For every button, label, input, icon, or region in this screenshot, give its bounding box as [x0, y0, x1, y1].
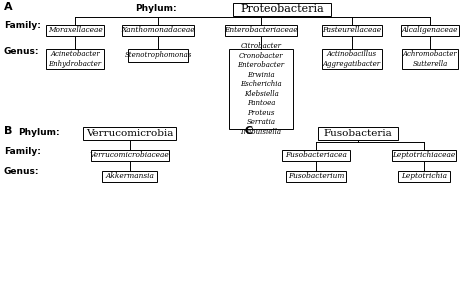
Text: Phylum:: Phylum:	[135, 4, 177, 13]
FancyBboxPatch shape	[322, 24, 382, 36]
Text: Enterobacteriaceae: Enterobacteriaceae	[224, 26, 298, 34]
Text: A: A	[4, 2, 13, 12]
FancyBboxPatch shape	[392, 150, 456, 161]
FancyBboxPatch shape	[128, 49, 188, 61]
Text: Achromobacter
Sutterella: Achromobacter Sutterella	[402, 50, 457, 68]
Text: Leptotrichia: Leptotrichia	[401, 172, 447, 180]
Text: Verrucomicrobiaceae: Verrucomicrobiaceae	[90, 151, 170, 159]
Text: Fusobacteriacea: Fusobacteriacea	[285, 151, 347, 159]
Text: Genus:: Genus:	[4, 47, 39, 56]
FancyBboxPatch shape	[83, 127, 176, 139]
Text: B: B	[4, 126, 12, 136]
Text: Actinobacillus
Aggregatibacter: Actinobacillus Aggregatibacter	[323, 50, 381, 68]
Text: Verrucomicrobia: Verrucomicrobia	[86, 129, 173, 138]
FancyBboxPatch shape	[322, 49, 382, 69]
Text: Akkermansia: Akkermansia	[106, 172, 155, 180]
Text: Leptotrichiaceae: Leptotrichiaceae	[392, 151, 456, 159]
Text: Acinetobacter
Enhydrobacter: Acinetobacter Enhydrobacter	[48, 50, 101, 68]
Text: Stenotrophomonas: Stenotrophomonas	[124, 51, 191, 59]
FancyBboxPatch shape	[402, 49, 458, 69]
FancyBboxPatch shape	[122, 24, 194, 36]
FancyBboxPatch shape	[401, 24, 459, 36]
FancyBboxPatch shape	[46, 24, 104, 36]
FancyBboxPatch shape	[318, 127, 398, 139]
Text: Family:: Family:	[4, 146, 41, 155]
FancyBboxPatch shape	[102, 171, 157, 182]
Text: Phylum:: Phylum:	[18, 128, 60, 137]
Text: Genus:: Genus:	[4, 168, 39, 177]
FancyBboxPatch shape	[398, 171, 450, 182]
Text: Moraxellaceae: Moraxellaceae	[47, 26, 102, 34]
Text: Fusobacterium: Fusobacterium	[288, 172, 344, 180]
FancyBboxPatch shape	[229, 49, 293, 129]
FancyBboxPatch shape	[282, 150, 350, 161]
Text: Proteobacteria: Proteobacteria	[240, 4, 324, 14]
FancyBboxPatch shape	[233, 3, 331, 15]
Text: Pasteurellaceae: Pasteurellaceae	[322, 26, 382, 34]
FancyBboxPatch shape	[286, 171, 346, 182]
Text: Family:: Family:	[4, 22, 41, 31]
Text: Alcaligenaceae: Alcaligenaceae	[402, 26, 458, 34]
FancyBboxPatch shape	[46, 49, 104, 69]
Text: Citrobacter
Cronobacter
Enterobacter
Erwinia
Escherichia
Klebsiella
Pantoea
Prot: Citrobacter Cronobacter Enterobacter Erw…	[237, 42, 284, 136]
Text: C: C	[245, 126, 253, 136]
Text: Xanthomonadaceae: Xanthomonadaceae	[121, 26, 195, 34]
Text: Fusobacteria: Fusobacteria	[324, 129, 392, 138]
FancyBboxPatch shape	[225, 24, 297, 36]
FancyBboxPatch shape	[91, 150, 169, 161]
